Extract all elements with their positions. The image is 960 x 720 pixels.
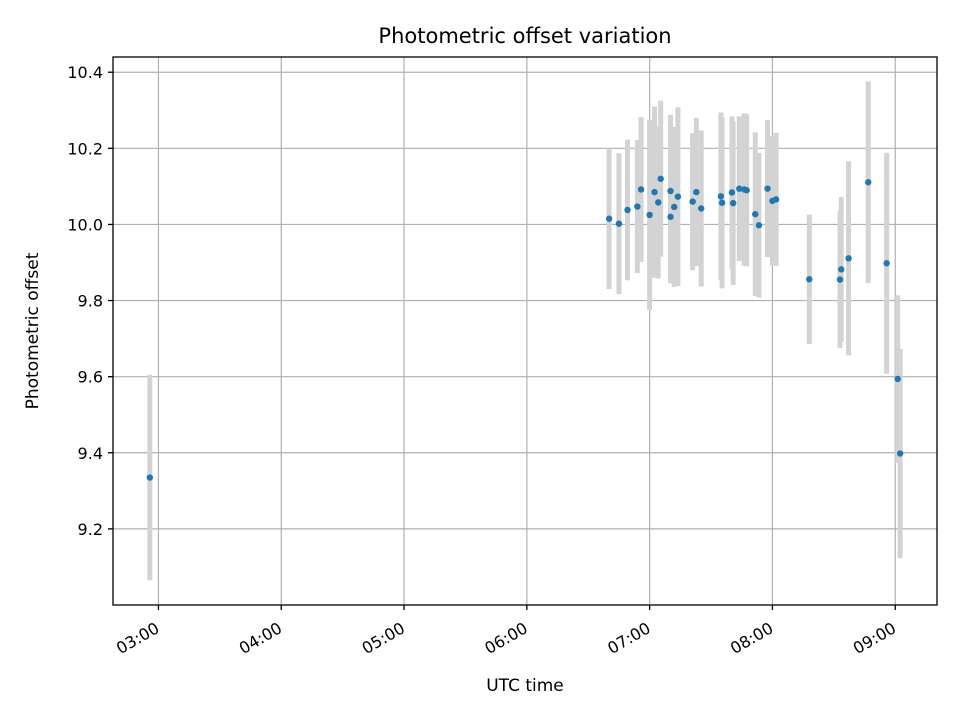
data-point [615,220,623,227]
y-tick-label: 9.6 [78,368,103,387]
plot-frame [112,56,938,606]
x-tick-label: 06:00 [481,618,530,658]
data-point [806,276,813,283]
y-axis-title: Photometric offset [23,252,43,409]
data-point [883,260,890,267]
data-point [667,187,674,195]
y-tick-label: 9.2 [78,520,103,539]
data-point [637,186,645,193]
chart-title: Photometric offset variation [378,24,671,48]
data-point [838,266,845,273]
data-point [728,189,736,196]
y-tick-label: 10.2 [67,139,103,158]
x-axis-ticks: 03:00 04:00 05:00 06:00 07:00 08:00 09:00 [113,605,899,658]
plot-background [113,57,937,605]
data-point [772,196,780,203]
data-point [605,215,613,222]
data-point [836,276,844,283]
data-point [764,185,771,192]
data-point [845,255,852,262]
x-tick-label: 08:00 [727,618,776,658]
y-tick-label: 10.4 [67,63,103,82]
x-tick-label: 09:00 [850,618,899,658]
data-point [655,199,662,206]
data-point [624,206,631,214]
data-point [729,199,737,207]
data-point [667,213,674,221]
data-point [736,185,743,192]
x-tick-label: 07:00 [604,618,653,658]
y-grid [113,71,937,530]
data-point [896,450,904,457]
data-point [674,193,682,200]
data-point [146,474,154,481]
data-point [752,210,759,218]
y-tick-label: 9.8 [78,292,103,311]
data-point [865,179,872,186]
data-point [755,222,763,229]
data-point [693,188,700,196]
x-tick-label: 05:00 [359,618,408,658]
data-point [646,211,653,219]
x-axis-title: UTC time [486,676,564,696]
data-point [718,199,726,206]
x-tick-label: 03:00 [113,618,162,658]
y-tick-label: 10.0 [67,215,103,234]
data-point [651,188,658,196]
data-point [634,203,641,210]
data-point [689,198,696,205]
data-points [146,175,904,481]
data-point [743,186,750,194]
x-tick-label: 04:00 [236,618,285,658]
data-point [698,205,705,212]
y-tick-label: 9.4 [78,444,103,463]
data-point [657,175,664,182]
data-point [717,193,725,200]
data-point [894,375,901,383]
data-point [671,203,678,211]
y-axis-ticks: 9.2 9.4 9.6 9.8 10.0 10.2 10.4 [67,63,113,539]
